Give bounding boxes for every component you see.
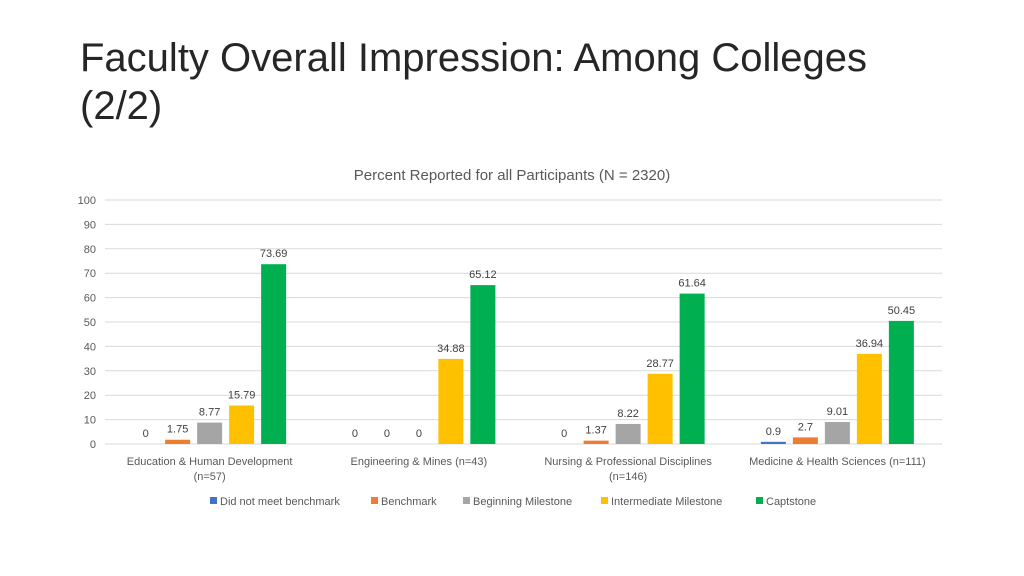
bar [470, 285, 496, 444]
legend-item: Did not meet benchmark [210, 496, 340, 508]
legend-swatch [756, 497, 763, 504]
data-label: 34.88 [437, 343, 465, 355]
legend-label: Captstone [766, 496, 816, 508]
y-tick-label: 60 [84, 293, 96, 305]
data-label: 65.12 [469, 269, 497, 281]
data-label: 0 [416, 428, 422, 440]
category-labels: Education & Human Development (n=57) Engin… [127, 456, 926, 483]
bar [438, 358, 464, 444]
bar [229, 405, 255, 444]
legend-item: Benchmark [371, 496, 437, 508]
bar [197, 422, 223, 444]
chart-title: Percent Reported for all Participants (N… [354, 167, 670, 184]
data-label: 15.79 [228, 389, 256, 401]
data-label: 1.75 [167, 424, 188, 436]
data-label: 50.45 [888, 305, 916, 317]
gridlines: 0 10 20 30 40 50 60 70 80 90 100 [78, 195, 942, 451]
legend-label: Did not meet benchmark [220, 496, 340, 508]
bar [583, 440, 609, 444]
y-tick-label: 80 [84, 244, 96, 256]
legend-swatch [210, 497, 217, 504]
legend-swatch [601, 497, 608, 504]
legend-swatch [371, 497, 378, 504]
legend-item: Captstone [756, 496, 816, 508]
data-label: 36.94 [856, 338, 884, 350]
legend-swatch [463, 497, 470, 504]
category-label: Education & Human Development [127, 456, 293, 468]
category-label: (n=146) [609, 471, 647, 483]
y-tick-label: 40 [84, 341, 96, 353]
data-label: 0 [352, 428, 358, 440]
data-label: 28.77 [646, 358, 674, 370]
data-label: 8.22 [617, 408, 638, 420]
data-labels: 0 1.75 8.77 15.79 73.69 0 0 0 34.88 65.12 0 1.37 8.2… [143, 248, 916, 440]
legend-item: Intermediate Milestone [601, 496, 722, 508]
slide-title-line-2: (2/2) [80, 84, 163, 128]
bar [760, 441, 786, 444]
y-tick-label: 10 [84, 415, 96, 427]
legend-label: Beginning Milestone [473, 496, 572, 508]
y-tick-label: 90 [84, 219, 96, 231]
category-label: Engineering & Mines (n=43) [351, 456, 488, 468]
data-label: 9.01 [827, 406, 848, 418]
data-label: 1.37 [585, 425, 606, 437]
data-label: 61.64 [678, 278, 706, 290]
bar [647, 373, 673, 444]
bar [679, 293, 705, 444]
data-label: 8.77 [199, 407, 220, 419]
bar [824, 422, 850, 444]
bar [165, 439, 191, 444]
legend-item: Beginning Milestone [463, 496, 572, 508]
bar [792, 437, 818, 444]
legend: Did not meet benchmark Benchmark Beginning… [210, 496, 816, 508]
y-tick-label: 30 [84, 366, 96, 378]
slide-title-line-1: Faculty Overall Impression: Among Colleg… [80, 36, 867, 80]
bar [615, 423, 641, 444]
data-label: 0 [561, 428, 567, 440]
y-tick-label: 20 [84, 390, 96, 402]
legend-label: Intermediate Milestone [611, 496, 722, 508]
data-label: 0 [143, 428, 149, 440]
data-label: 2.7 [798, 421, 813, 433]
data-label: 0.9 [766, 426, 781, 438]
y-tick-label: 70 [84, 268, 96, 280]
bar [888, 320, 914, 444]
y-tick-label: 50 [84, 317, 96, 329]
category-label: Medicine & Health Sciences (n=111) [749, 456, 926, 468]
y-tick-label: 100 [78, 195, 96, 207]
legend-label: Benchmark [381, 496, 437, 508]
bars [165, 264, 914, 444]
data-label: 0 [384, 428, 390, 440]
category-label: (n=57) [194, 471, 226, 483]
data-label: 73.69 [260, 248, 288, 260]
y-tick-label: 0 [90, 439, 96, 451]
category-label: Nursing & Professional Disciplines [544, 456, 712, 468]
slide-title: Faculty Overall Impression: Among Colleg… [80, 34, 960, 130]
bar [856, 353, 882, 444]
bar [261, 264, 287, 444]
